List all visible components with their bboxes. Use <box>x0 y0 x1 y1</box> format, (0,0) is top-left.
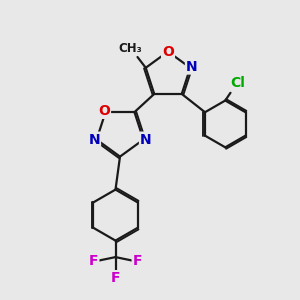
Text: N: N <box>186 60 198 74</box>
Text: N: N <box>140 133 152 147</box>
Text: Cl: Cl <box>231 76 246 90</box>
Text: F: F <box>89 254 98 268</box>
Text: F: F <box>111 271 120 285</box>
Text: O: O <box>98 104 110 118</box>
Text: F: F <box>133 254 142 268</box>
Text: CH₃: CH₃ <box>119 42 142 55</box>
Text: N: N <box>88 133 100 147</box>
Text: O: O <box>162 45 174 58</box>
